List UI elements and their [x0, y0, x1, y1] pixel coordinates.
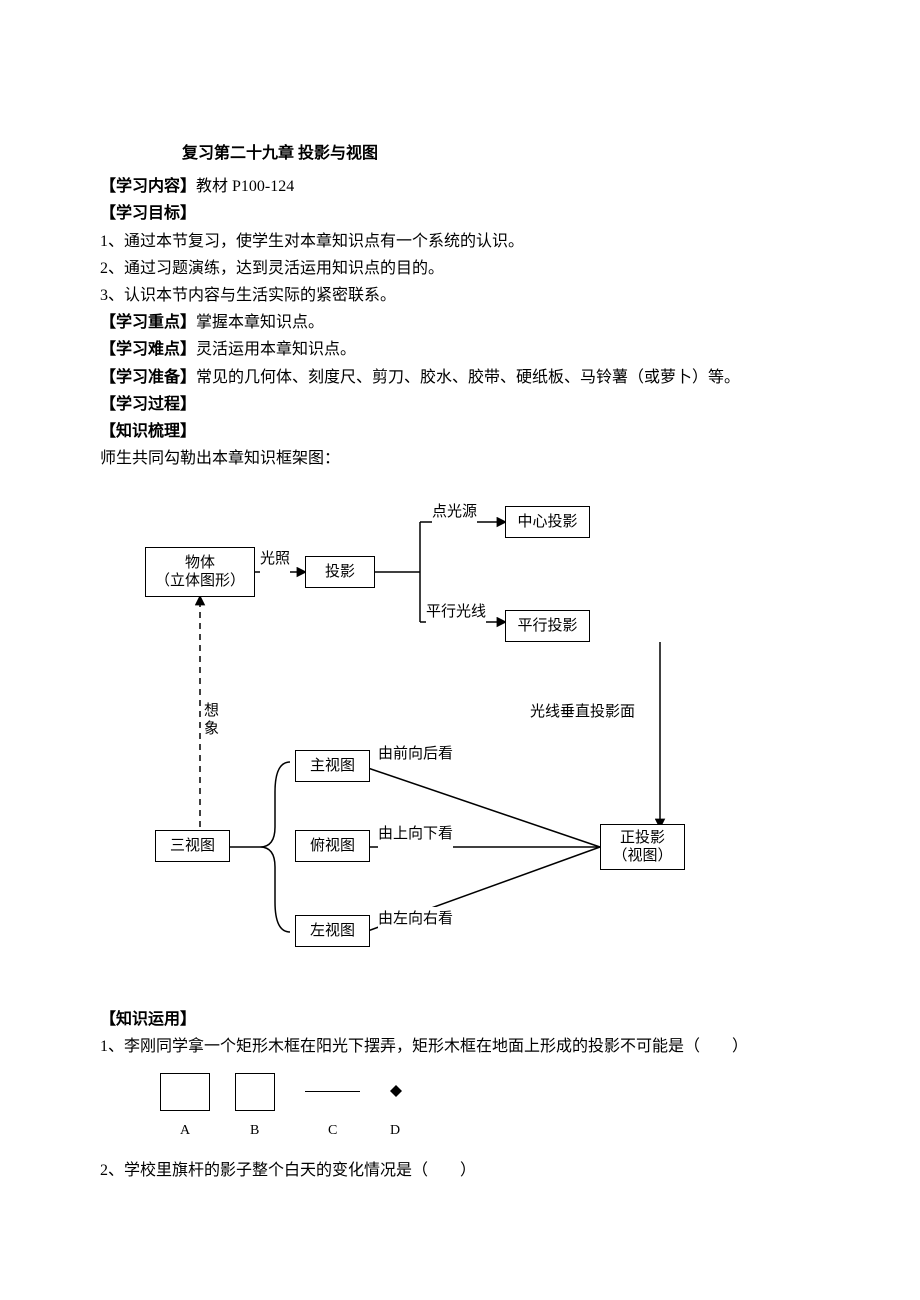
node-object: 物体 （立体图形）: [145, 547, 255, 597]
goal-2: 2、通过习题演练，达到灵活运用知识点的目的。: [100, 255, 820, 282]
label-parallel-ray: 平行光线: [426, 600, 486, 626]
proc-label: 【学习过程】: [100, 391, 820, 418]
goal-3: 3、认识本节内容与生活实际的紧密联系。: [100, 282, 820, 309]
label-point-src: 点光源: [432, 500, 477, 526]
knowledge-diagram: 物体 （立体图形） 投影 中心投影 平行投影 三视图 主视图 俯视图 左视图 正…: [100, 492, 820, 992]
opt-b-rect: [235, 1073, 275, 1111]
focus-line: 【学习重点】掌握本章知识点。: [100, 309, 820, 336]
opt-d-dot: [390, 1085, 402, 1097]
content-label: 【学习内容】: [100, 178, 196, 195]
chapter-title: 复习第二十九章 投影与视图: [100, 140, 820, 167]
prep-line: 【学习准备】常见的几何体、刻度尺、剪刀、胶水、胶带、硬纸板、马铃薯（或萝卜）等。: [100, 364, 820, 391]
node-three-view: 三视图: [155, 830, 230, 862]
node-central-proj: 中心投影: [505, 506, 590, 538]
content-value: 教材 P100-124: [196, 178, 294, 195]
goal-1: 1、通过本节复习，使学生对本章知识点有一个系统的认识。: [100, 228, 820, 255]
question-2: 2、学校里旗杆的影子整个白天的变化情况是（ ）: [100, 1157, 820, 1184]
label-light: 光照: [260, 547, 290, 573]
q1-options: A B C D: [160, 1071, 470, 1141]
content-line: 【学习内容】教材 P100-124: [100, 173, 820, 200]
node-ortho-proj: 正投影 （视图）: [600, 824, 685, 870]
prep-label: 【学习准备】: [100, 369, 196, 386]
org-text: 师生共同勾勒出本章知识框架图：: [100, 445, 820, 472]
opt-c-line: [305, 1091, 360, 1093]
goal-label: 【学习目标】: [100, 200, 820, 227]
diff-value: 灵活运用本章知识点。: [196, 341, 356, 358]
opt-a-label: A: [180, 1119, 190, 1143]
diff-line: 【学习难点】灵活运用本章知识点。: [100, 336, 820, 363]
org-label: 【知识梳理】: [100, 418, 820, 445]
diff-label: 【学习难点】: [100, 341, 196, 358]
app-label: 【知识运用】: [100, 1006, 820, 1033]
node-projection: 投影: [305, 556, 375, 588]
node-top-view: 俯视图: [295, 830, 370, 862]
opt-a-rect: [160, 1073, 210, 1111]
node-left-view: 左视图: [295, 915, 370, 947]
prep-value: 常见的几何体、刻度尺、剪刀、胶水、胶带、硬纸板、马铃薯（或萝卜）等。: [196, 369, 740, 386]
opt-d-label: D: [390, 1119, 400, 1143]
focus-value: 掌握本章知识点。: [196, 314, 324, 331]
opt-c-label: C: [328, 1119, 337, 1143]
label-left: 由左向右看: [378, 907, 453, 933]
label-top: 由上向下看: [378, 822, 453, 848]
label-front: 由前向后看: [378, 742, 453, 768]
focus-label: 【学习重点】: [100, 314, 196, 331]
question-1: 1、李刚同学拿一个矩形木框在阳光下摆弄，矩形木框在地面上形成的投影不可能是（ ）: [100, 1033, 820, 1060]
node-parallel-proj: 平行投影: [505, 610, 590, 642]
opt-b-label: B: [250, 1119, 259, 1143]
label-perp: 光线垂直投影面: [530, 700, 635, 726]
label-imagine: 想 象: [204, 702, 219, 738]
node-front-view: 主视图: [295, 750, 370, 782]
